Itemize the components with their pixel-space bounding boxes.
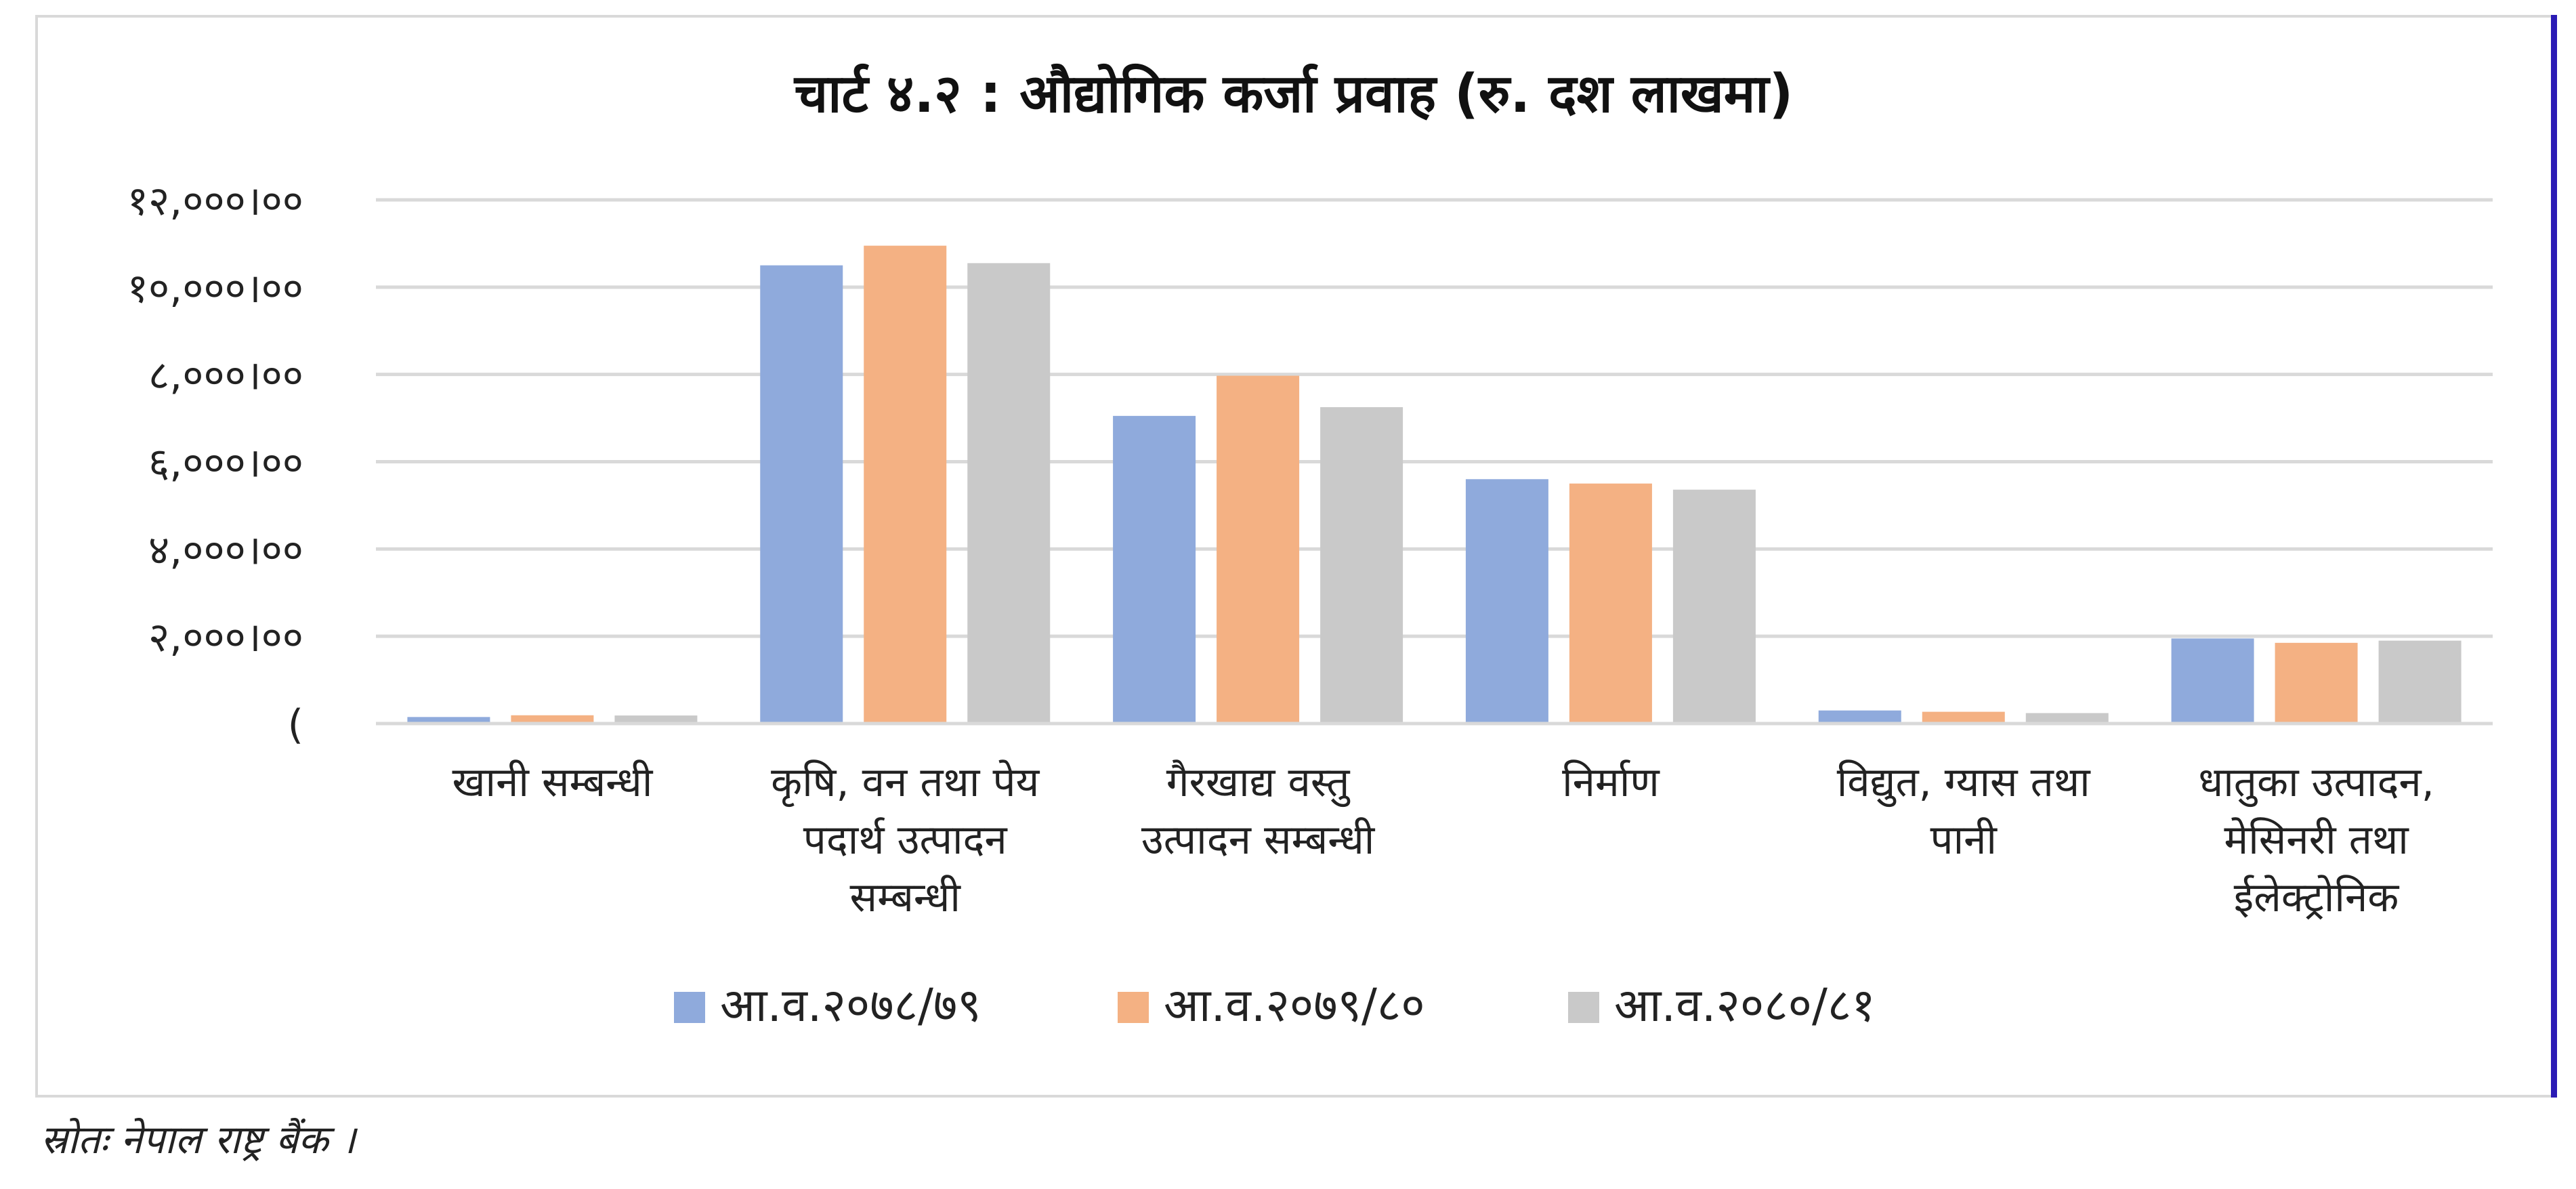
bar [407, 717, 490, 722]
bars [407, 245, 2462, 722]
y-tick-label: १२,०००।०० [127, 178, 303, 225]
bar [1217, 375, 1300, 722]
bar [864, 245, 947, 722]
legend-swatch [1118, 992, 1149, 1023]
legend-label: आ.व.२०७८/७९ [720, 979, 981, 1032]
x-tick-label: धातुका उत्पादन, [2198, 759, 2434, 808]
y-tick-label: १०,०००।०० [127, 265, 303, 312]
bar [967, 263, 1051, 722]
x-tick-label: निर्माण [1562, 759, 1660, 806]
frame-accent-bar [2551, 15, 2557, 1098]
legend-label: आ.व.२०८०/८१ [1614, 979, 1876, 1032]
x-tick-label: कृषि, वन तथा पेय [771, 759, 1040, 808]
x-axis: खानी सम्बन्धी कृषि, वन तथा पेय पदार्थ उत्प… [452, 759, 2434, 921]
x-tick-label: खानी सम्बन्धी [452, 759, 653, 806]
bar [2025, 713, 2109, 722]
x-tick-label: ईलेक्ट्रोनिक [2234, 874, 2399, 921]
legend: आ.व.२०७८/७९ आ.व.२०७९/८० आ.व.२०८०/८१ [674, 979, 1876, 1032]
y-tick-label: ( [288, 701, 303, 749]
bar [2171, 638, 2254, 722]
y-tick-label: ६,०००।०० [148, 440, 303, 487]
bar [2275, 642, 2358, 722]
bar [614, 715, 698, 722]
bar [1465, 479, 1548, 722]
x-tick-label: मेसिनरी तथा [2224, 816, 2409, 864]
y-axis: (२,०००।०० ४,०००।०० ६,०००।०० ८,०००।०० १०,०००।… [127, 178, 303, 749]
bar [1818, 710, 1901, 722]
bar [511, 715, 594, 722]
chart-title: चार्ट ४.२ : औद्योगिक कर्जा प्रवाह (रु. द… [793, 63, 1794, 125]
bar [1320, 406, 1403, 722]
x-tick-label: पदार्थ उत्पादन [803, 816, 1009, 864]
x-tick-label: सम्बन्धी [850, 874, 962, 921]
legend-swatch [674, 992, 705, 1023]
legend-swatch [1568, 992, 1599, 1023]
legend-label: आ.व.२०७९/८० [1164, 979, 1425, 1032]
bar [760, 265, 843, 722]
source-note: स्रोतः नेपाल राष्ट्र बैंक । [41, 1117, 356, 1163]
x-tick-label: पानी [1930, 816, 1998, 864]
y-tick-label: ४,०००।०० [148, 526, 303, 574]
gridlines [376, 198, 2493, 726]
bar [1113, 415, 1196, 722]
x-tick-label: विद्युत, ग्यास तथा [1837, 759, 2091, 808]
x-tick-label: उत्पादन सम्बन्धी [1141, 816, 1376, 864]
bar [2378, 640, 2462, 722]
bar-chart: चार्ट ४.२ : औद्योगिक कर्जा प्रवाह (रु. द… [127, 63, 2493, 1032]
bar [1672, 489, 1756, 722]
y-tick-label: ८,०००।०० [148, 352, 303, 400]
x-tick-label: गैरखाद्य वस्तु [1166, 759, 1351, 808]
bar [1922, 711, 2005, 722]
y-tick-label: २,०००।०० [148, 614, 303, 661]
bar [1569, 483, 1652, 722]
